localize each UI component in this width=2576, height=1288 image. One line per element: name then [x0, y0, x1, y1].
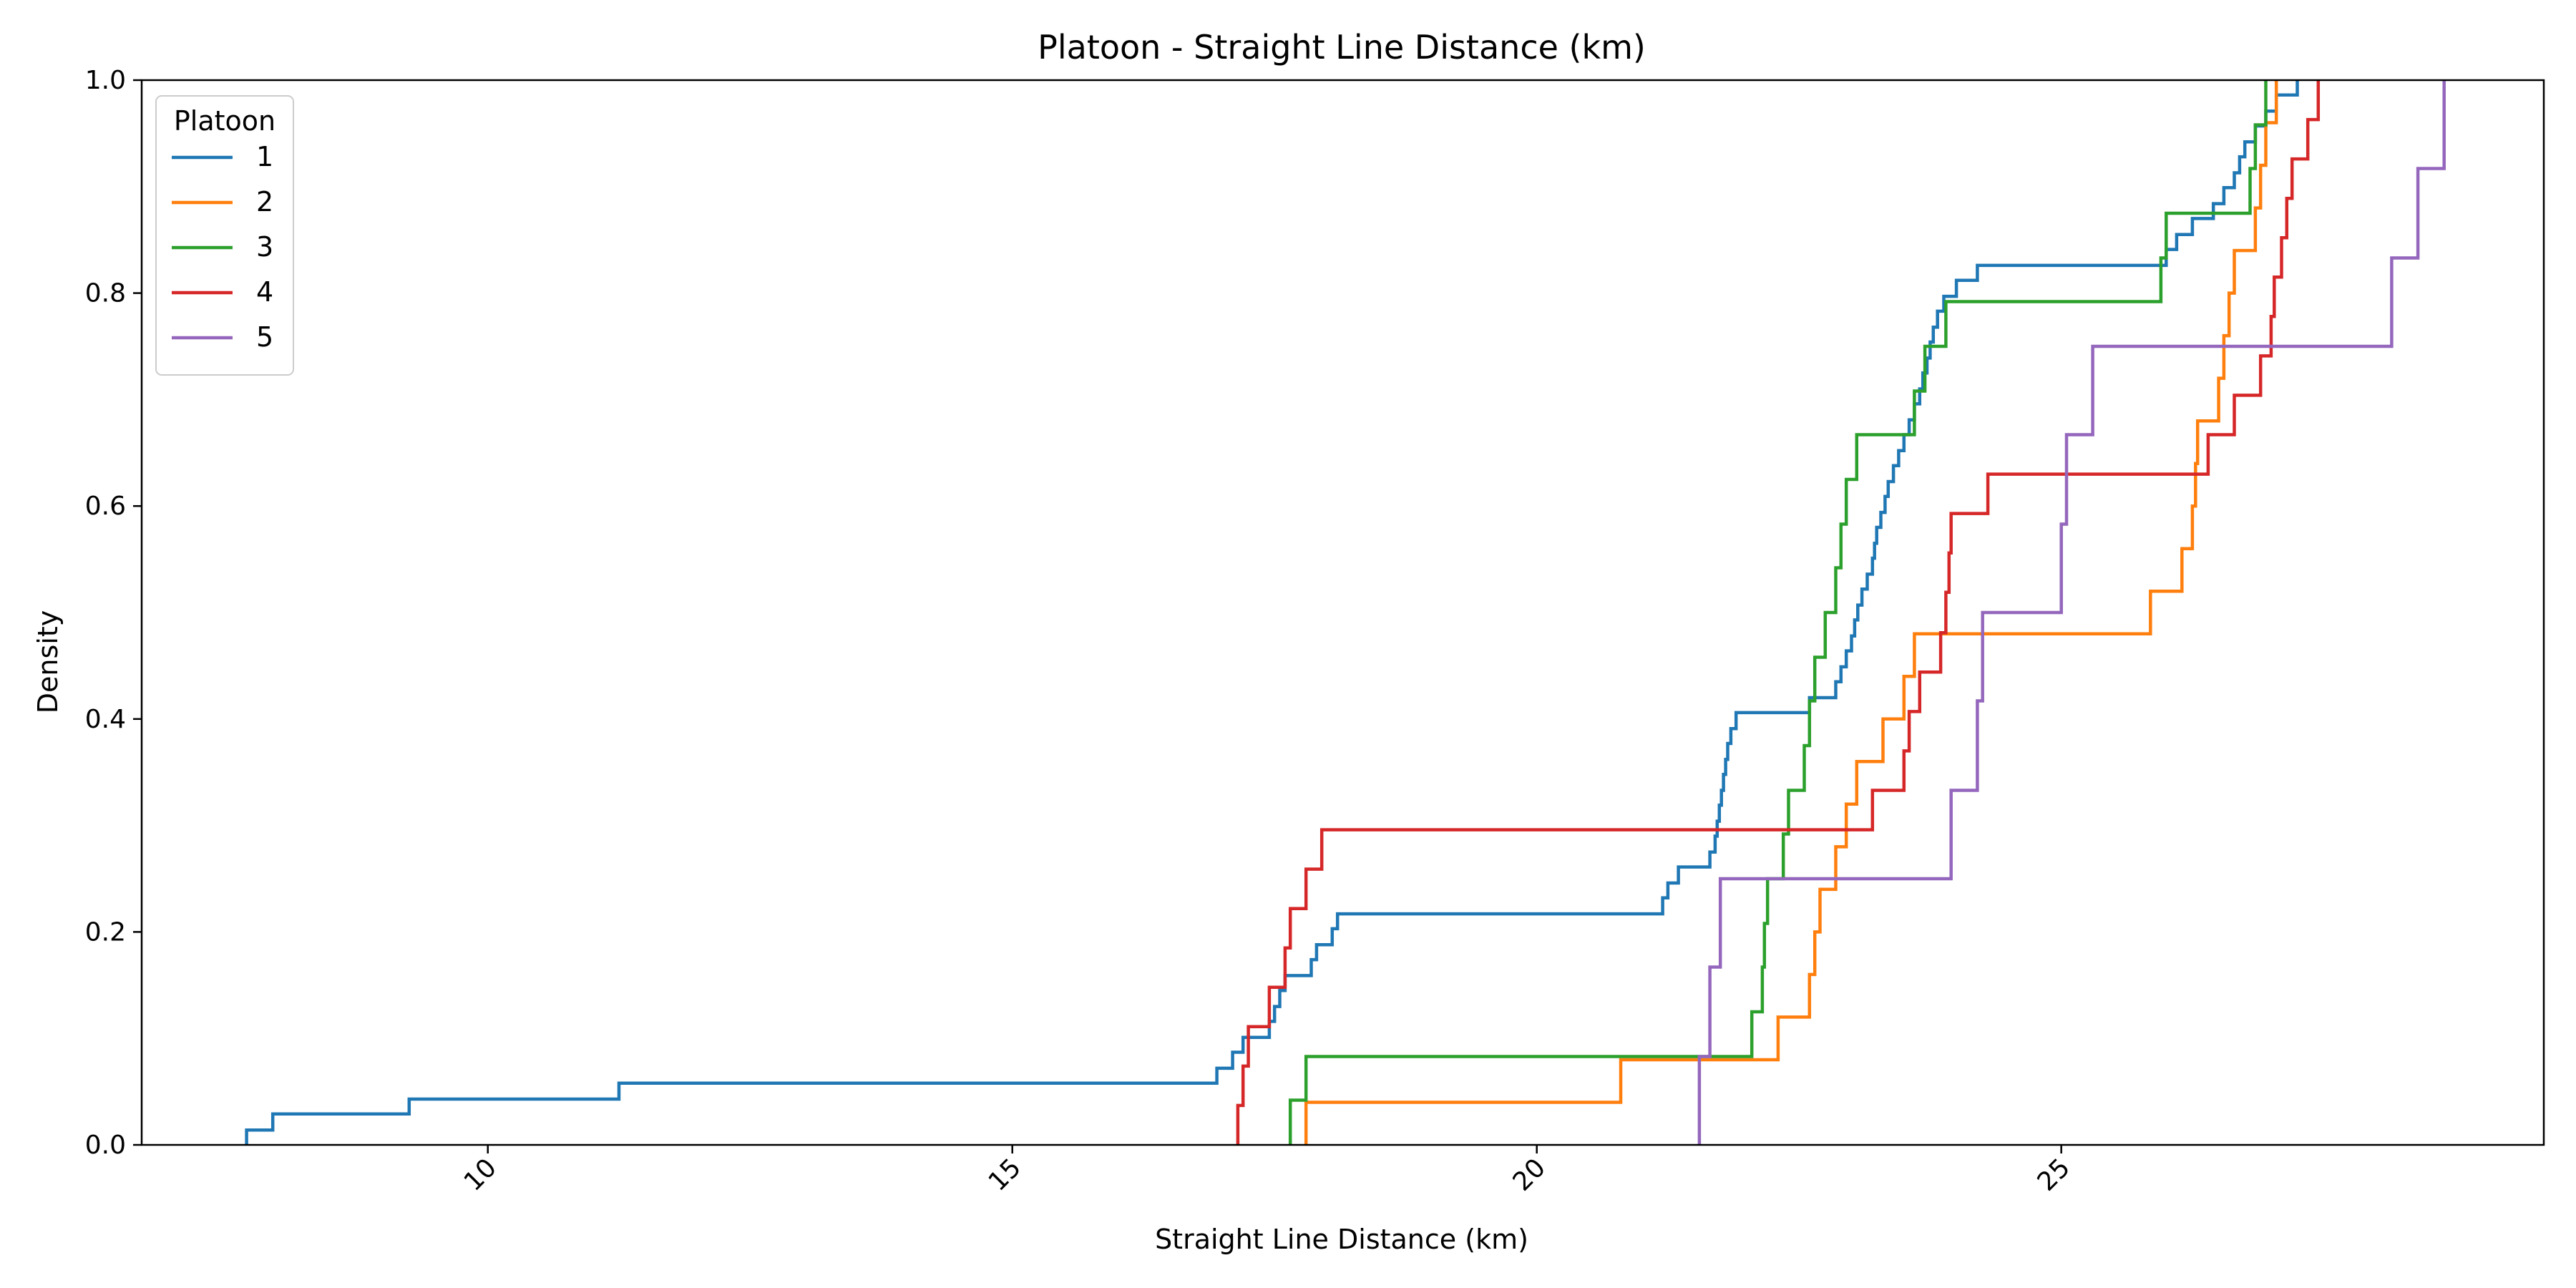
legend-label-3: 3: [256, 231, 273, 263]
chart-title: Platoon - Straight Line Distance (km): [1038, 28, 1646, 67]
legend-label-2: 2: [256, 186, 273, 218]
legend-label-5: 5: [256, 321, 273, 353]
y-tick-label: 0.8: [85, 279, 126, 308]
y-tick-label: 0.0: [85, 1131, 126, 1160]
y-tick-label: 0.2: [85, 917, 126, 947]
y-axis-label: Density: [32, 610, 64, 713]
y-tick-label: 1.0: [85, 66, 126, 95]
y-tick-label: 0.6: [85, 492, 126, 521]
y-tick-label: 0.4: [85, 705, 126, 734]
legend-title: Platoon: [174, 105, 275, 137]
legend-label-4: 4: [256, 276, 273, 308]
legend: Platoon 1 2 3 4 5: [156, 96, 293, 375]
x-axis-label: Straight Line Distance (km): [1155, 1224, 1528, 1255]
legend-label-1: 1: [256, 141, 273, 172]
